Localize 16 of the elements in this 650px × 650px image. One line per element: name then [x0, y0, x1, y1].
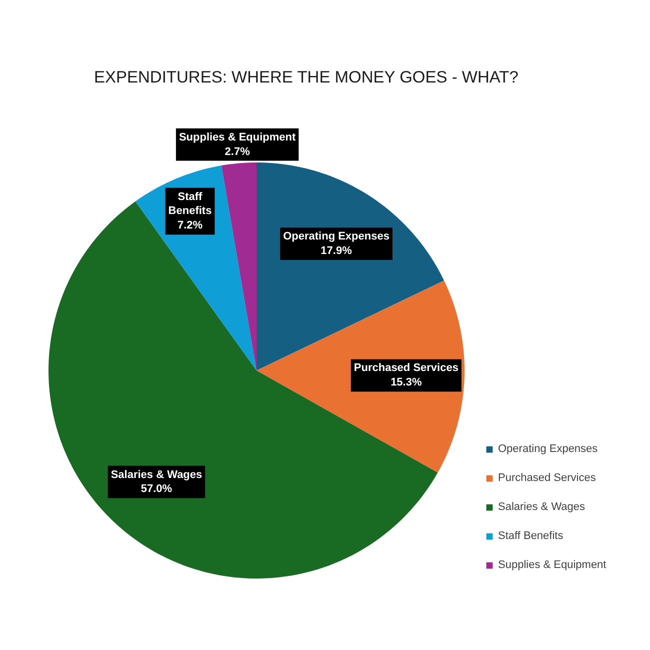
legend-label: Staff Benefits: [498, 529, 564, 544]
legend-label: Supplies & Equipment: [498, 558, 606, 573]
data-label: 2.7%: [224, 146, 250, 158]
data-label: 7.2%: [177, 220, 203, 232]
data-label: 15.3%: [390, 376, 422, 389]
legend-label: Salaries & Wages: [498, 500, 586, 515]
legend-label: Purchased Services: [498, 471, 596, 486]
legend-label: Operating Expenses: [498, 442, 598, 457]
chart-title: EXPENDITURES: WHERE THE MONEY GOES - WHAT?: [94, 68, 518, 86]
slice-label: Salaries & Wages: [110, 468, 202, 481]
data-label: 57.0%: [140, 483, 172, 496]
slice-label: Operating Expenses: [283, 230, 390, 243]
slice-label: Staff Benefits: [168, 190, 212, 218]
slice-label: Purchased Services: [354, 362, 458, 374]
slice-label: Supplies & Equipment: [178, 131, 296, 144]
data-label: 17.9%: [320, 244, 352, 257]
